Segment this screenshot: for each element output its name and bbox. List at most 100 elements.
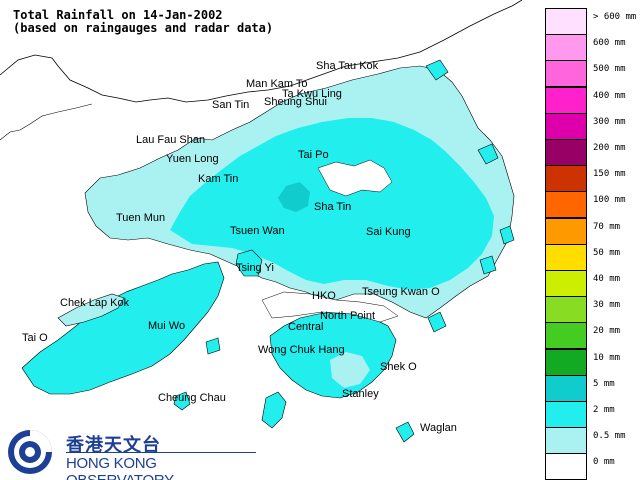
legend-swatch <box>545 453 587 480</box>
place-waglan: Waglan <box>420 422 457 434</box>
legend-label: 0.5 mm <box>593 431 626 442</box>
legend-label: 10 mm <box>593 352 621 363</box>
legend-row: 150 mm <box>545 165 633 193</box>
legend-swatch <box>545 60 587 88</box>
place-san-tin: San Tin <box>212 99 250 111</box>
hko-name-english: HONG KONG OBSERVATORY <box>66 455 174 480</box>
legend-swatch <box>545 427 587 455</box>
legend-swatch <box>545 348 587 376</box>
place-cheung-chau: Cheung Chau <box>158 392 226 404</box>
tsing-yi-island <box>235 249 263 277</box>
place-central: Central <box>288 321 324 333</box>
legend-row: 600 mm <box>545 34 633 62</box>
place-tai-o: Tai O <box>22 332 48 344</box>
place-hko: HKO <box>312 290 336 302</box>
place-ta-kwu-ling: Ta Kwu Ling <box>282 88 342 100</box>
legend-label: 40 mm <box>593 274 621 284</box>
legend-label: 2 mm <box>593 405 615 415</box>
legend-swatch <box>545 86 587 114</box>
legend-label: 70 mm <box>593 221 621 232</box>
place-sha-tin: Sha Tin <box>314 201 352 213</box>
hk-island-south-light <box>330 352 370 388</box>
legend-row: 70 mm <box>545 217 633 245</box>
islet-e-1 <box>499 225 515 245</box>
legend-label: 20 mm <box>593 326 621 337</box>
rain-5mm-core <box>278 182 310 212</box>
place-lau-fau-shan: Lau Fau Shan <box>136 134 206 146</box>
legend-row: 500 mm <box>545 60 633 88</box>
legend-label: 5 mm <box>593 378 615 389</box>
hko-emblem <box>8 430 52 474</box>
place-tsuen-wan: Tsuen Wan <box>230 225 285 237</box>
legend-label: 30 mm <box>593 300 621 311</box>
legend-swatch <box>545 296 587 324</box>
legend-row: 50 mm <box>545 243 633 271</box>
islet-e-2 <box>479 255 497 275</box>
chek-lap-kok-island <box>57 293 125 327</box>
legend-row: 0.5 mm <box>545 427 633 455</box>
place-chek-lap-kok: Chek Lap Kok <box>60 297 130 309</box>
place-sha-tau-kok: Sha Tau Kok <box>316 60 379 72</box>
legend-swatch <box>545 112 587 140</box>
legend-label: 150 mm <box>593 169 626 180</box>
map-title: Total Rainfall on 14-Jan-2002 <box>13 8 223 22</box>
place-tuen-mun: Tuen Mun <box>116 212 166 224</box>
place-sai-kung: Sai Kung <box>366 226 411 238</box>
legend-swatch <box>545 139 587 166</box>
legend-swatch <box>545 165 587 193</box>
lamma-island <box>261 391 287 429</box>
legend-row: 5 mm <box>545 374 633 402</box>
place-man-kam-to: Man Kam To <box>246 78 308 90</box>
victoria-harbour-water <box>261 291 399 323</box>
legend-swatch <box>545 191 587 219</box>
legend-swatch <box>545 270 587 297</box>
cheung-chau-island <box>173 391 191 411</box>
legend-swatch <box>545 322 587 350</box>
legend-swatch <box>545 374 587 402</box>
place-sheung-shui: Sheung Shui <box>264 96 327 108</box>
legend-swatch <box>545 243 587 271</box>
legend-label: > 600 mm <box>593 12 637 22</box>
islet-se-3 <box>205 337 221 355</box>
legend-label: 600 mm <box>593 38 626 49</box>
legend-label: 100 mm <box>593 195 626 206</box>
legend-label: 500 mm <box>593 64 626 75</box>
legend-label: 200 mm <box>593 143 626 153</box>
legend-row: 10 mm <box>545 348 633 376</box>
place-yuen-long: Yuen Long <box>166 153 219 165</box>
lantau-island <box>21 261 225 395</box>
map-subtitle: (based on raingauges and radar data) <box>13 21 274 35</box>
islet-se-1 <box>395 421 415 443</box>
islet-ne-1 <box>425 59 449 81</box>
legend-label: 50 mm <box>593 247 621 258</box>
mainland-coastline <box>0 0 523 103</box>
place-shek-o: Shek O <box>380 361 417 373</box>
rain-2mm-zone-north <box>170 118 494 290</box>
place-wong-chuk-hang: Wong Chuk Hang <box>258 344 345 356</box>
legend-row: 2 mm <box>545 401 633 428</box>
legend-row: 200 mm <box>545 139 633 166</box>
islet-ne-2 <box>477 143 499 165</box>
deep-bay-shore <box>0 103 93 141</box>
place-kam-tin: Kam Tin <box>198 173 239 185</box>
legend-row: 30 mm <box>545 296 633 324</box>
legend-row: 40 mm <box>545 270 633 297</box>
hong-kong-map <box>0 0 523 443</box>
tolo-harbour-water <box>317 159 393 197</box>
legend-label: 400 mm <box>593 90 626 101</box>
islet-se-2 <box>427 311 447 333</box>
legend-row: 300 mm <box>545 112 633 140</box>
legend-swatch <box>545 34 587 62</box>
legend-label: 0 mm <box>593 457 615 468</box>
legend-swatch <box>545 8 587 35</box>
legend-label: 300 mm <box>593 116 626 127</box>
legend-swatch <box>545 217 587 245</box>
legend-row: 400 mm <box>545 86 633 114</box>
legend-row: 20 mm <box>545 322 633 350</box>
place-tseung-kwan-o: Tseung Kwan O <box>362 286 440 298</box>
legend-row: > 600 mm <box>545 8 637 35</box>
legend-row: 0 mm <box>545 453 633 480</box>
hko-name-chinese: 香港天文台 <box>66 435 161 456</box>
place-tai-po: Tai Po <box>298 149 329 161</box>
place-north-point: North Point <box>320 310 376 322</box>
